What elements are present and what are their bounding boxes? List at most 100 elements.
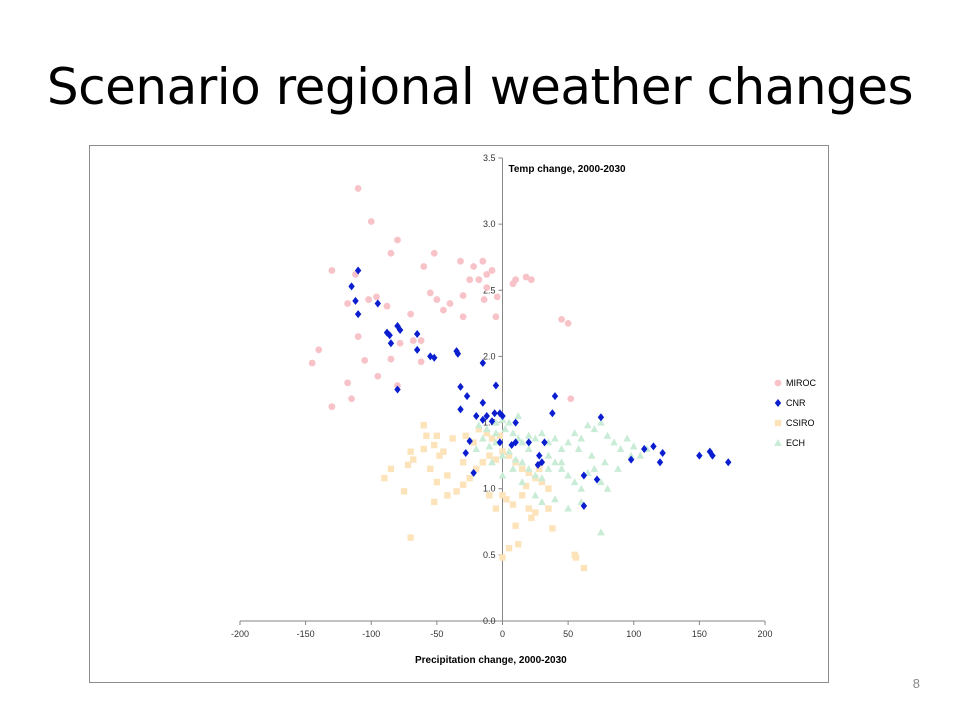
cnr-point xyxy=(580,501,588,510)
ech-point xyxy=(538,429,546,437)
ech-point xyxy=(597,418,605,426)
legend-marker-cnr xyxy=(774,399,782,407)
csiro-point xyxy=(459,481,467,488)
miroc-point xyxy=(354,185,362,192)
miroc-point xyxy=(527,276,535,284)
ech-point xyxy=(479,434,487,442)
ech-point xyxy=(597,478,605,486)
csiro-point xyxy=(410,456,417,463)
miroc-point xyxy=(387,355,395,363)
csiro-point xyxy=(431,441,438,449)
csiro-point xyxy=(470,439,477,446)
csiro-point xyxy=(545,485,552,492)
series-csiro xyxy=(381,422,588,572)
ech-point xyxy=(597,528,605,536)
miroc-point xyxy=(328,267,336,274)
ech-point xyxy=(498,471,507,479)
y-tick-label: 0.0 xyxy=(483,616,496,626)
legend-label-miroc: MIROC xyxy=(786,378,816,388)
cnr-point xyxy=(512,438,519,447)
csiro-point xyxy=(479,459,487,466)
csiro-point xyxy=(407,534,414,541)
miroc-point xyxy=(407,310,415,318)
scatter-chart: -200 -150 -100 -50 0 50 100 150 200 0.0 0.5 1.0 1.5… xyxy=(231,153,817,666)
miroc-point xyxy=(459,292,467,299)
series-ech xyxy=(472,411,651,536)
ech-point xyxy=(488,458,496,466)
csiro-point xyxy=(499,492,506,499)
ech-point xyxy=(524,445,533,453)
cnr-point xyxy=(488,417,496,426)
cnr-point xyxy=(386,331,393,340)
cnr-point xyxy=(656,458,664,467)
cnr-point xyxy=(473,411,480,420)
miroc-point xyxy=(457,257,464,265)
cnr-point xyxy=(641,445,648,454)
ech-point xyxy=(551,495,559,503)
miroc-point xyxy=(426,289,434,297)
scatter-chart-frame: -200 -150 -100 -50 0 50 100 150 200 0.0 0.5 1.0 1.5… xyxy=(89,145,829,683)
ech-point xyxy=(475,421,483,429)
cnr-point xyxy=(454,349,462,358)
miroc-point xyxy=(396,339,404,347)
cnr-point xyxy=(470,468,477,477)
cnr-point xyxy=(512,418,519,427)
csiro-point xyxy=(473,465,480,473)
series-cnr xyxy=(348,266,732,510)
csiro-point xyxy=(433,432,441,439)
cnr-point xyxy=(463,392,471,401)
cnr-point xyxy=(396,325,404,334)
y-tick-label: 2.5 xyxy=(483,285,496,295)
csiro-point xyxy=(449,435,456,442)
ech-point xyxy=(498,451,507,459)
ech-point xyxy=(590,425,599,433)
cnr-point xyxy=(483,411,490,420)
csiro-point xyxy=(528,514,535,522)
x-axis-ticks: -200 -150 -100 -50 0 50 100 150 200 xyxy=(231,621,773,639)
ech-point xyxy=(509,429,517,437)
ech-point xyxy=(538,497,546,505)
ech-point xyxy=(577,484,586,492)
series-miroc xyxy=(308,185,575,411)
csiro-point xyxy=(462,432,469,439)
csiro-point xyxy=(505,452,513,459)
ech-point xyxy=(518,478,526,486)
legend-marker-csiro xyxy=(774,419,782,427)
y-tick-label: 1.0 xyxy=(483,484,496,494)
cnr-point xyxy=(534,460,542,469)
miroc-point xyxy=(387,249,395,257)
cnr-point xyxy=(374,299,382,308)
miroc-point xyxy=(567,395,575,403)
ech-point xyxy=(590,464,599,472)
miroc-point xyxy=(446,300,454,307)
cnr-point xyxy=(580,471,588,480)
legend-label-cnr: CNR xyxy=(786,398,806,408)
ech-point xyxy=(485,442,494,450)
ech-point xyxy=(616,445,625,453)
cnr-point xyxy=(431,353,438,362)
csiro-point xyxy=(522,482,530,490)
ech-point xyxy=(610,438,618,446)
ech-point xyxy=(601,458,609,466)
ech-point xyxy=(636,451,645,459)
csiro-point xyxy=(433,478,441,486)
csiro-point xyxy=(475,425,483,433)
ech-point xyxy=(531,491,540,499)
chart-legend: MIROC CNR CSIRO ECH xyxy=(774,378,816,448)
y-tick-label: 3.0 xyxy=(483,219,496,229)
x-tick-label: 150 xyxy=(692,629,707,639)
csiro-point xyxy=(488,435,496,442)
ech-point xyxy=(531,471,540,479)
ech-point xyxy=(544,451,553,459)
ech-point xyxy=(509,464,517,472)
ech-point xyxy=(524,431,533,439)
miroc-point xyxy=(475,276,483,284)
y-tick-label: 0.5 xyxy=(483,550,496,560)
ech-point xyxy=(603,431,612,439)
miroc-point xyxy=(488,267,496,274)
ech-point xyxy=(551,458,559,466)
miroc-point xyxy=(479,257,487,265)
csiro-point xyxy=(492,456,500,463)
cnr-point xyxy=(457,405,464,414)
csiro-point xyxy=(387,465,395,473)
